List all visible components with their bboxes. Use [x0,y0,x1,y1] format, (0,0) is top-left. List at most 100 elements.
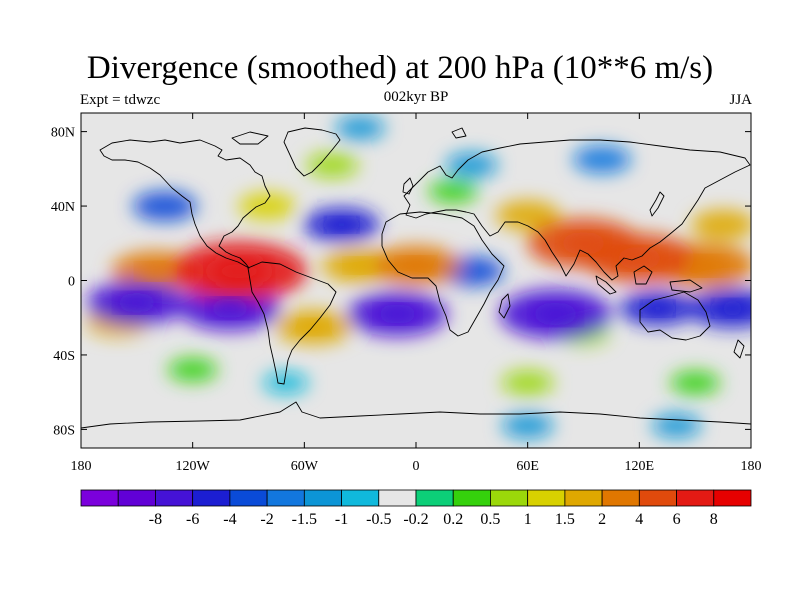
field-feature-8 [501,370,554,396]
field-core-5 [398,256,434,275]
field-core-0 [345,258,376,274]
colorbar-label: 0.5 [480,511,500,528]
field-feature-7 [306,152,359,178]
field-feature-3 [167,357,218,382]
colorbar-swatch [378,489,417,507]
colorbar-label: 2 [598,511,606,528]
colorbar-label: -8 [149,511,162,528]
colorbar-label: 8 [710,511,718,528]
field-feature-0 [262,371,309,395]
field-feature-2 [670,370,720,395]
x-tick-label: 120W [176,459,211,474]
colorbar-swatch [676,489,715,507]
colorbar-label: -6 [186,511,199,528]
field-feature-12 [573,145,632,174]
field-feature-10 [501,413,554,439]
map-title: Divergence (smoothed) at 200 hPa (10**6 … [86,50,714,86]
time-label: 002kyr BP [383,89,449,105]
divergence-field [86,115,751,439]
field-core-7 [683,255,726,276]
y-tick-label: 0 [68,275,75,290]
y-tick-label: 40N [51,200,75,215]
colorbar-swatch [341,489,380,507]
colorbar-swatch [638,489,677,507]
colorbar-swatch [117,489,156,507]
coastline-australia [639,291,711,341]
colorbar-swatch [155,489,194,507]
colorbar-label: -1.5 [292,511,317,528]
colorbar-label: -0.5 [366,511,391,528]
field-core-14 [209,257,270,285]
coastline-madagascar [498,293,511,319]
field-feature-4 [335,115,386,140]
coastline-japan [649,191,665,217]
y-tick-label: 40S [53,349,75,364]
colorbar-label: 1 [524,511,532,528]
coastline-new-guinea [669,279,703,293]
colorbar: -8 -6 -4 -2 -1.5 -1 -0.5 -0.2 0.2 0.5 1 1.5 2 4 6 8 [80,489,752,528]
y-tick-label: 80N [51,126,75,141]
colorbar-label: 1.5 [555,511,575,528]
field-core-4 [137,262,174,281]
coastline-antarctica [81,401,751,429]
coastline-greenland [283,127,341,177]
colorbar-swatch [415,489,454,507]
colorbar-label: -0.2 [403,511,428,528]
coastline-svalbard [451,127,467,139]
coastline-africa [381,211,505,337]
field-core-1 [298,319,329,335]
x-tick-label: 120E [625,459,655,474]
coastline-arctic-islands [231,131,269,145]
coastline-eurasia [403,139,751,281]
x-tick-label: 0 [413,459,420,474]
colorbar-label: -1 [335,511,348,528]
field-core-10 [376,304,419,324]
coastline-sumatra [595,275,617,295]
y-tick-label: 80S [53,423,75,438]
field-feature-11 [238,192,297,220]
colorbar-label: 0.2 [443,511,463,528]
colorbar-swatch [229,489,268,507]
field-feature-1 [428,179,479,204]
field-core-13 [531,302,580,326]
colorbar-swatch [266,489,305,507]
field-core-11 [559,232,608,255]
field-feature-16 [132,191,197,222]
field-feature-14 [495,200,560,231]
colorbar-swatch [303,489,342,507]
field-core-9 [115,292,158,313]
field-feature-5 [651,413,702,438]
field-core-3 [326,217,357,233]
coastline-north-america [99,139,271,269]
x-tick-label: 60W [291,459,319,474]
colorbar-swatch [601,489,640,507]
field-core-12 [615,247,664,270]
colorbar-swatch [452,489,491,507]
x-tick-label: 60E [516,459,539,474]
coastline-new-zealand [733,339,745,359]
colorbar-swatch [80,489,119,507]
season-label: JJA [729,92,752,108]
coastline-british-isles [402,177,414,195]
colorbar-label: -4 [223,511,236,528]
colorbar-label: 6 [673,511,681,528]
colorbar-swatch [527,489,566,507]
colorbar-swatch [713,489,752,507]
x-tick-label: 180 [71,459,92,474]
colorbar-label: 4 [635,511,643,528]
coastline-south-america [247,261,337,385]
colorbar-swatch [564,489,603,507]
x-tick-label: 180 [741,459,762,474]
field-core-2 [642,300,673,316]
colorbar-swatch [192,489,231,507]
field-core-6 [714,299,751,318]
coastline-borneo [633,265,653,285]
field-feature-9 [445,152,498,178]
colorbar-swatch [490,489,529,507]
field-feature-13 [691,209,751,240]
map-axes: 180 120W 60W 0 60E 120E 180 80N 40N 0 40S 80S [51,113,762,474]
field-blobs [86,115,751,439]
coastlines [81,127,751,429]
field-core-8 [208,298,251,319]
